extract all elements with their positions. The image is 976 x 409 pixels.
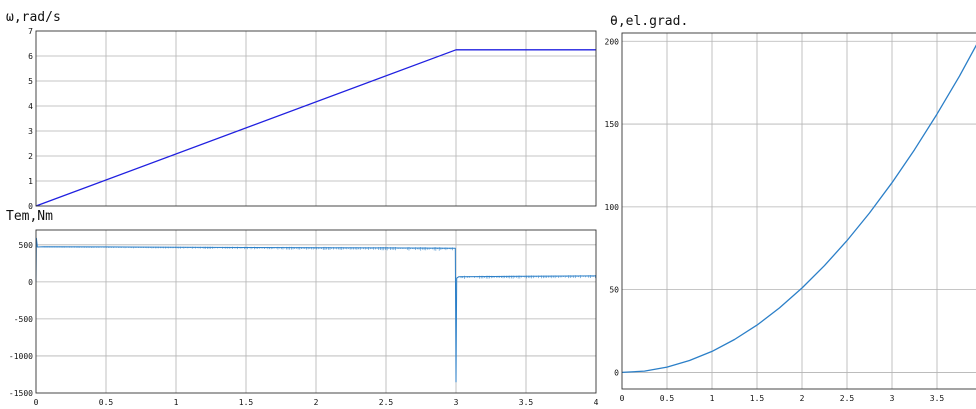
angle-x-tick-label: 3.5 [930,394,945,403]
speed-chart: ω,rad/s 0 1 2 3 4 5 6 7 [6,10,597,211]
angle-series-line [621,44,976,374]
speed-chart-frame [35,30,597,207]
speed-series-line [35,49,596,207]
torque-y-tick-label: 500 [19,241,34,250]
torque-chart-y-ticks: -1500 -1000 -500 0 500 [9,241,33,398]
angle-chart-x-ticks: 0 0.5 1 1.5 2 2.5 3 3.5 [620,394,945,403]
speed-y-tick-label: 0 [28,202,33,211]
torque-y-tick-label: -1000 [9,352,33,361]
angle-x-tick-label: 1 [710,394,715,403]
torque-chart-title: Tem,Nm [6,209,53,224]
speed-chart-grid [36,31,596,206]
angle-y-tick-label: 100 [605,203,620,212]
torque-y-tick-label: -500 [14,315,33,324]
angle-chart: θ,el.grad. 0 50 100 150 200 0 0.5 1 1.5 2 2.5 3 3.5 [605,14,976,403]
angle-x-tick-label: 3 [890,394,895,403]
torque-series-line [35,237,597,383]
torque-chart-frame [35,229,597,394]
torque-x-tick-label: 2 [314,398,319,407]
torque-x-tick-label: 3.5 [519,398,534,407]
angle-x-tick-label: 2.5 [840,394,855,403]
angle-x-tick-label: 2 [800,394,805,403]
speed-y-tick-label: 6 [28,52,33,61]
speed-chart-y-ticks: 0 1 2 3 4 5 6 7 [28,27,33,211]
speed-y-tick-label: 3 [28,127,33,136]
angle-y-tick-label: 0 [614,368,619,377]
torque-x-tick-label: 1 [174,398,179,407]
torque-x-tick-label: 2.5 [379,398,394,407]
angle-chart-plot-area [622,33,976,389]
angle-x-tick-label: 0.5 [660,394,675,403]
torque-x-tick-label: 0.5 [99,398,114,407]
angle-x-tick-label: 0 [620,394,625,403]
angle-chart-title: θ,el.grad. [610,14,688,29]
torque-chart-grid [36,230,596,393]
speed-y-tick-label: 2 [28,152,33,161]
speed-y-tick-label: 4 [28,102,33,111]
torque-y-tick-label: 0 [28,278,33,287]
speed-y-tick-label: 7 [28,27,33,36]
torque-chart: Tem,Nm -1500 -1000 -500 0 500 0 0.5 1 1.5 2 2.5 3 3… [6,209,599,407]
angle-y-tick-label: 150 [605,120,620,129]
angle-chart-series [621,44,976,374]
speed-chart-series [35,49,596,207]
torque-y-tick-label: -1500 [9,389,33,398]
angle-chart-grid [622,33,976,389]
torque-x-tick-label: 1.5 [239,398,254,407]
angle-x-tick-label: 1.5 [750,394,765,403]
angle-chart-frame [621,32,976,390]
torque-x-tick-label: 0 [34,398,39,407]
speed-chart-title: ω,rad/s [6,10,61,25]
torque-x-tick-label: 3 [454,398,459,407]
torque-chart-series [35,237,597,383]
angle-chart-y-ticks: 0 50 100 150 200 [605,37,620,377]
angle-y-tick-label: 200 [605,37,620,46]
angle-y-tick-label: 50 [609,286,619,295]
torque-chart-x-ticks: 0 0.5 1 1.5 2 2.5 3 3.5 4 [34,398,599,407]
speed-y-tick-label: 5 [28,77,33,86]
speed-y-tick-label: 1 [28,177,33,186]
torque-x-tick-label: 4 [594,398,599,407]
